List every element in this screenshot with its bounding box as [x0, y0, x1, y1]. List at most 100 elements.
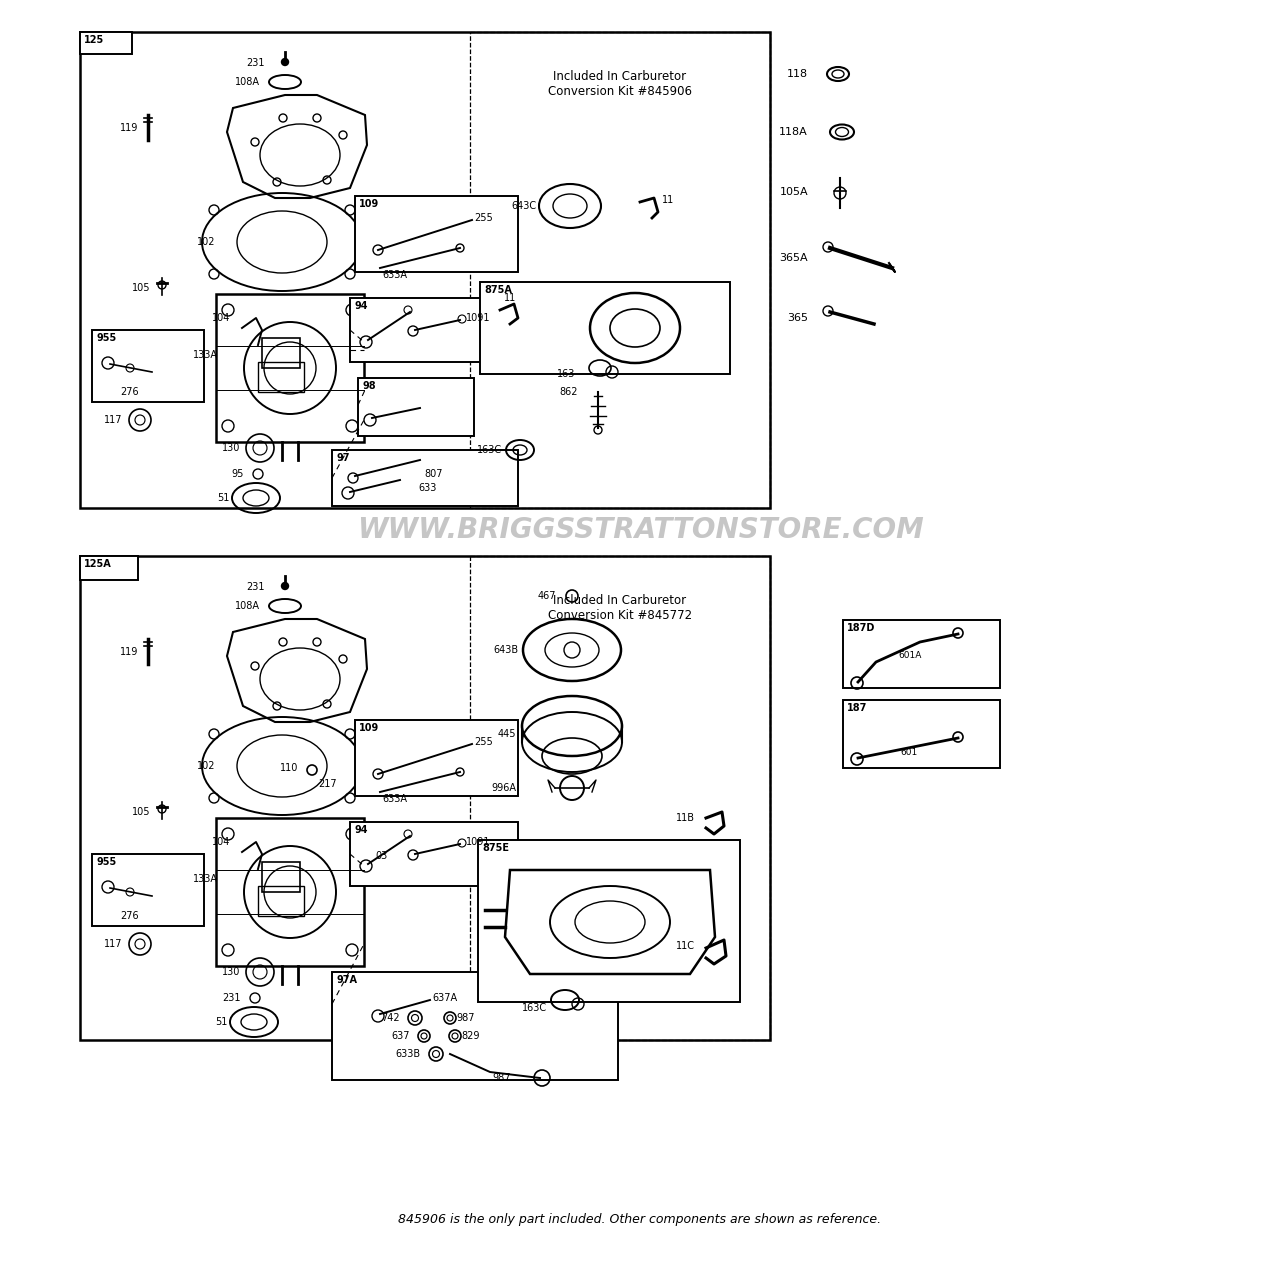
Text: 637A: 637A [433, 993, 457, 1004]
Text: 987: 987 [492, 1073, 511, 1083]
Text: 97A: 97A [337, 975, 357, 986]
Text: 109: 109 [358, 198, 379, 209]
Bar [81, 556, 138, 580]
Text: 119: 119 [119, 646, 138, 657]
Bar [480, 282, 730, 374]
Text: 51: 51 [218, 493, 230, 503]
Bar [477, 840, 740, 1002]
Text: 633: 633 [419, 483, 436, 493]
Bar [355, 196, 518, 273]
Text: 125A: 125A [84, 559, 111, 570]
Text: 365: 365 [787, 314, 808, 323]
Text: 130: 130 [221, 966, 241, 977]
Text: 643B: 643B [493, 645, 518, 655]
Bar [349, 298, 518, 362]
Text: 51: 51 [215, 1018, 228, 1027]
Text: 1091: 1091 [466, 837, 490, 847]
Bar [355, 719, 518, 796]
Text: 108A: 108A [236, 77, 260, 87]
Text: 187: 187 [847, 703, 868, 713]
Text: 276: 276 [120, 387, 140, 397]
Text: 365A: 365A [780, 253, 808, 262]
Text: 875A: 875A [484, 285, 512, 294]
Text: 109: 109 [358, 723, 379, 733]
Text: 807: 807 [424, 468, 443, 479]
Text: 637: 637 [392, 1030, 410, 1041]
Text: 94: 94 [355, 826, 367, 835]
Bar [358, 378, 474, 436]
Bar [81, 32, 771, 508]
Text: 955: 955 [96, 858, 116, 867]
Text: 94: 94 [355, 301, 367, 311]
Text: 445: 445 [498, 730, 516, 739]
Text: 97: 97 [337, 453, 349, 463]
Text: WWW.BRIGGSSTRATTONSTORE.COM: WWW.BRIGGSSTRATTONSTORE.COM [357, 516, 923, 544]
Text: 633B: 633B [394, 1050, 420, 1059]
Bar [470, 556, 771, 1039]
Bar [216, 294, 364, 442]
Text: 03: 03 [375, 851, 388, 861]
Text: 231: 231 [247, 58, 265, 68]
Text: 102: 102 [197, 237, 215, 247]
Bar [262, 338, 300, 369]
Text: 987: 987 [456, 1012, 475, 1023]
Text: 117: 117 [104, 940, 122, 948]
Bar [216, 818, 364, 966]
Text: 11B: 11B [676, 813, 695, 823]
Text: 633A: 633A [381, 270, 407, 280]
Text: 955: 955 [96, 333, 116, 343]
Text: Included In Carburetor
Conversion Kit #845906: Included In Carburetor Conversion Kit #8… [548, 70, 692, 99]
Text: 845906 is the only part included. Other components are shown as reference.: 845906 is the only part included. Other … [398, 1213, 882, 1226]
Text: 255: 255 [474, 737, 493, 748]
Text: 163: 163 [557, 369, 575, 379]
Text: 231: 231 [247, 582, 265, 591]
Text: 231: 231 [223, 993, 241, 1004]
Text: 187D: 187D [847, 623, 876, 634]
Text: 102: 102 [197, 762, 215, 771]
Text: 601A: 601A [899, 650, 922, 659]
Bar [259, 362, 305, 392]
Text: 255: 255 [474, 212, 493, 223]
Bar [81, 32, 132, 54]
Bar [332, 972, 618, 1080]
Text: 105A: 105A [780, 187, 808, 197]
Text: 119: 119 [119, 123, 138, 133]
Text: 601: 601 [900, 748, 918, 756]
Text: 108A: 108A [236, 602, 260, 611]
Bar [92, 854, 204, 925]
Bar [470, 32, 771, 508]
Bar [262, 861, 300, 892]
Text: 875E: 875E [483, 844, 509, 852]
Text: 1091: 1091 [466, 314, 490, 323]
Text: 996A: 996A [492, 783, 516, 794]
Text: 95: 95 [232, 468, 244, 479]
Circle shape [282, 59, 288, 65]
Text: 217: 217 [317, 780, 337, 788]
Text: 105: 105 [132, 283, 150, 293]
Bar [332, 451, 518, 506]
Text: 98: 98 [362, 381, 375, 390]
Text: 11C: 11C [676, 941, 695, 951]
Bar [92, 330, 204, 402]
Text: 633A: 633A [381, 794, 407, 804]
Text: 862: 862 [559, 387, 579, 397]
Text: 742: 742 [381, 1012, 401, 1023]
Text: 467: 467 [538, 591, 556, 602]
Bar [259, 886, 305, 916]
Bar [844, 620, 1000, 689]
Text: 11: 11 [662, 195, 675, 205]
Text: 118: 118 [787, 69, 808, 79]
Text: 163C: 163C [477, 445, 502, 454]
Text: 104: 104 [211, 837, 230, 847]
Text: 125: 125 [84, 35, 104, 45]
Text: Included In Carburetor
Conversion Kit #845772: Included In Carburetor Conversion Kit #8… [548, 594, 692, 622]
Text: 105: 105 [132, 806, 150, 817]
Text: 104: 104 [211, 314, 230, 323]
Text: 11: 11 [504, 293, 516, 303]
Text: 643C: 643C [511, 201, 536, 211]
Bar [349, 822, 518, 886]
Circle shape [282, 582, 288, 590]
Bar [844, 700, 1000, 768]
Bar [81, 556, 771, 1039]
Text: 829: 829 [461, 1030, 480, 1041]
